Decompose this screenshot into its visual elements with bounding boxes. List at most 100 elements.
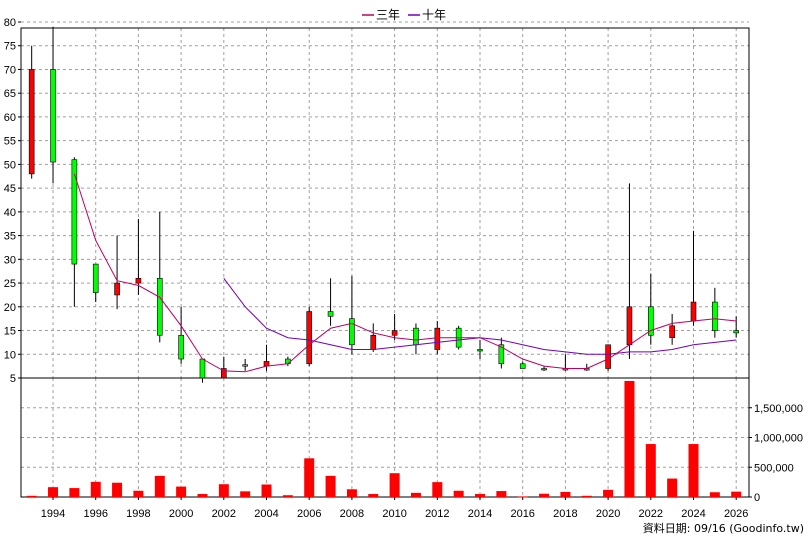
candle-body: [669, 325, 675, 338]
candle-body: [391, 330, 398, 336]
candle-body: [285, 358, 291, 365]
volume-bar-2004: [261, 484, 272, 497]
candle-body: [199, 358, 206, 379]
candle-body: [541, 368, 547, 371]
volume-bar-2014: [475, 494, 486, 497]
volume-bar-1998: [133, 490, 144, 497]
volume-bar-1999: [154, 475, 165, 497]
x-tick-label: 2022: [639, 508, 663, 520]
price-tick-label: 70: [4, 64, 16, 76]
volume-bar-1993: [26, 495, 37, 497]
volume-bar-2024: [688, 444, 699, 497]
price-tick-label: 30: [4, 254, 16, 266]
candle-body: [647, 306, 654, 336]
candle-2016: [519, 361, 526, 369]
volume-bar-2009: [368, 494, 379, 497]
candle-body: [519, 363, 526, 369]
candle-body: [156, 278, 163, 336]
x-tick-label: 2002: [212, 508, 236, 520]
legend: 三年 十年: [362, 8, 446, 22]
volume-bar-2018: [560, 491, 571, 497]
data-date-label: 資料日期: 09/16 (Goodinfo.tw): [643, 521, 804, 535]
x-tick-label: 1996: [83, 508, 107, 520]
volume-bar-2011: [410, 492, 421, 497]
volume-bar-2010: [389, 473, 400, 497]
volume-bar-2025: [709, 492, 720, 497]
volume-series: [26, 380, 742, 498]
candle-1998: [135, 218, 142, 295]
candle-2002: [221, 356, 227, 379]
volume-bar-2021: [624, 380, 635, 497]
volume-bar-2017: [539, 493, 550, 497]
candle-body: [370, 334, 377, 350]
x-tick-label: 2018: [553, 508, 577, 520]
candle-body: [221, 368, 227, 379]
x-tick-label: 2024: [681, 508, 705, 520]
volume-tick-label: 500,000: [754, 462, 794, 474]
candle-body: [626, 306, 633, 346]
x-tick-label: 2006: [297, 508, 321, 520]
legend-label-ma3: 三年: [376, 8, 400, 22]
candle-2022: [647, 273, 654, 345]
volume-bar-2002: [218, 484, 229, 497]
candle-body: [28, 69, 35, 175]
candle-2007: [327, 278, 334, 326]
volume-bar-2008: [346, 489, 357, 497]
candle-body: [413, 327, 419, 346]
x-tick-label: 2010: [382, 508, 406, 520]
candle-body: [178, 334, 184, 360]
x-tick-label: 2016: [510, 508, 534, 520]
candle-body: [498, 344, 505, 365]
volume-bar-1997: [112, 482, 123, 497]
price-tick-label: 5: [10, 373, 16, 385]
candle-body: [605, 344, 611, 369]
candle-2015: [498, 337, 505, 369]
candle-2000: [178, 306, 184, 364]
candle-body: [71, 159, 78, 265]
candle-2026: [733, 316, 739, 338]
volume-bar-2007: [325, 475, 336, 497]
candle-1997: [114, 235, 120, 310]
price-tick-label: 65: [4, 88, 16, 100]
volume-bar-1995: [69, 488, 80, 497]
price-tick-label: 40: [4, 207, 16, 219]
candle-2008: [349, 275, 355, 355]
candle-body: [114, 282, 120, 296]
candle-1993: [28, 45, 35, 179]
candle-2023: [669, 313, 675, 345]
ma3-line: [73, 173, 737, 373]
candle-body: [349, 318, 355, 346]
candle-2017: [541, 366, 547, 371]
candle-2010: [391, 313, 398, 341]
candle-body: [306, 311, 313, 365]
price-tick-label: 45: [4, 183, 16, 195]
volume-bar-2000: [176, 486, 187, 497]
candle-body: [242, 364, 248, 367]
candle-2014: [477, 340, 483, 360]
candle-body: [712, 301, 718, 331]
price-tick-label: 55: [4, 136, 16, 148]
candle-body: [50, 69, 56, 163]
x-tick-label: 2020: [596, 508, 620, 520]
volume-bar-2026: [731, 491, 742, 497]
candle-1999: [156, 211, 163, 343]
price-tick-label: 10: [4, 349, 16, 361]
volume-bar-2020: [603, 489, 614, 497]
x-tick-label: 2004: [254, 508, 278, 520]
x-tick-label: 1998: [126, 508, 150, 520]
x-tick-label: 2000: [169, 508, 193, 520]
volume-tick-label: 1,000,000: [754, 433, 803, 445]
price-tick-label: 25: [4, 278, 16, 290]
price-tick-label: 35: [4, 231, 16, 243]
candle-2025: [712, 287, 718, 338]
x-axis-ticks: 1994 1996 1998 2000 2002 2004 2006 2008 2010 2012…: [41, 497, 748, 520]
x-tick-label: 2012: [425, 508, 449, 520]
volume-bar-2001: [197, 494, 208, 497]
candle-2003: [242, 359, 248, 371]
price-tick-label: 80: [4, 17, 16, 29]
volume-bar-2022: [645, 444, 656, 497]
x-tick-label: 2014: [468, 508, 492, 520]
candle-1994: [50, 26, 56, 184]
candle-body: [92, 263, 99, 293]
